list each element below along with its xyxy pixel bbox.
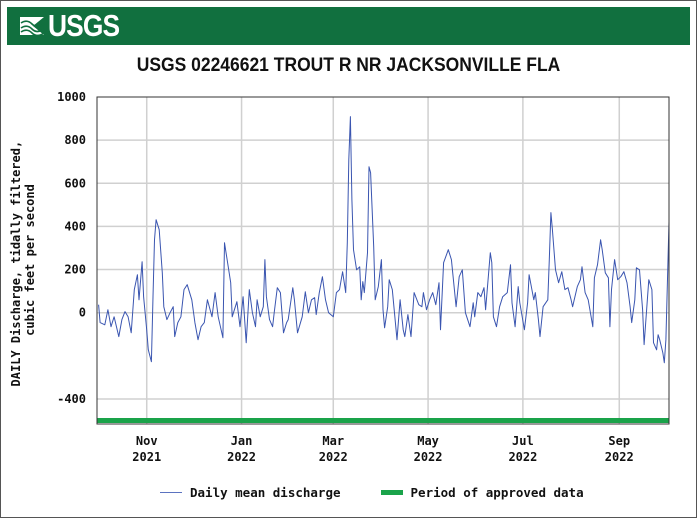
x-tick-labels: Nov 2021 Jan 2022 Mar 2022 May 2022 Jul 2022 Sep 20…: [132, 434, 633, 464]
x-tick-label: 2022: [605, 450, 634, 464]
usgs-logo: USGS: [19, 8, 132, 43]
x-tick-label: 2022: [227, 450, 256, 464]
y-tick-label: 200: [64, 263, 86, 277]
y-tick-label: 400: [64, 219, 86, 233]
usgs-wave-icon: [20, 17, 45, 37]
gridlines: [97, 97, 669, 424]
x-tick-label: Sep: [608, 434, 630, 448]
x-tick-label: Jan: [231, 434, 253, 448]
y-axis-label-line-2: cubic feet per second: [23, 184, 37, 336]
usgs-banner: USGS: [7, 7, 690, 45]
y-tick-label: 0: [79, 306, 86, 320]
chart-title: USGS 02246621 TROUT R NR JACKSONVILLE FL…: [136, 55, 561, 76]
x-tick-label: 2021: [132, 450, 161, 464]
y-axis-label: DAILY Discharge, tidally filtered, cubic…: [9, 134, 37, 387]
series-line-daily-mean-discharge: [98, 116, 670, 364]
usgs-logo-text: USGS: [48, 8, 120, 43]
x-tick-label: 2022: [414, 450, 443, 464]
legend-label-approved: Period of approved data: [410, 485, 584, 500]
x-tick-label: Nov: [136, 434, 158, 448]
y-axis-label-line-1: DAILY Discharge, tidally filtered,: [9, 141, 23, 387]
x-tick-label: May: [417, 434, 439, 448]
legend-swatch-discharge: [160, 492, 182, 493]
x-tick-label: Mar: [322, 434, 344, 448]
legend-swatch-approved: [380, 490, 403, 495]
y-tick-label: 600: [64, 176, 86, 190]
x-tick-label: Jul: [512, 434, 534, 448]
legend: Daily mean discharge Period of approved …: [160, 485, 584, 500]
x-tick-label: 2022: [508, 450, 537, 464]
legend-label-discharge: Daily mean discharge: [190, 485, 341, 500]
x-tick-label: 2022: [319, 450, 348, 464]
plot-border: [96, 96, 670, 425]
y-tick-label: -400: [57, 392, 86, 406]
y-tick-labels: -400 0 200 400 600 800 1000: [57, 90, 86, 406]
y-tick-label: 800: [64, 133, 86, 147]
y-tick-label: 1000: [57, 90, 86, 104]
